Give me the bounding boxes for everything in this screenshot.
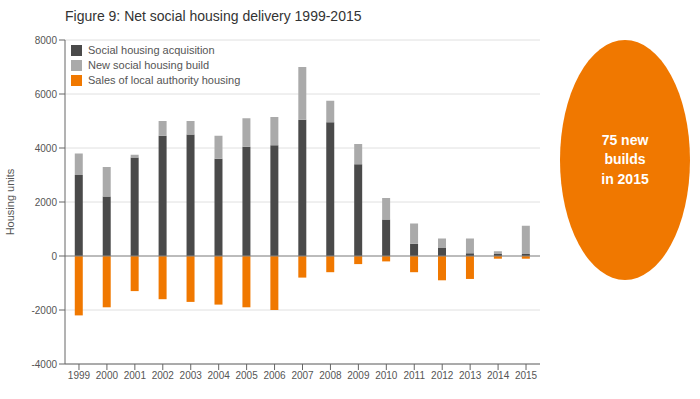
svg-text:2006: 2006 — [263, 370, 286, 381]
svg-text:Housing units: Housing units — [8, 168, 16, 235]
svg-text:4000: 4000 — [35, 143, 58, 154]
html-text:Social housing acquisition: Social housing acquisition — [88, 44, 215, 56]
svg-text:2007: 2007 — [291, 370, 314, 381]
svg-text:0: 0 — [51, 251, 57, 262]
svg-text:2000: 2000 — [35, 197, 58, 208]
svg-text:2005: 2005 — [235, 370, 258, 381]
svg-text:2001: 2001 — [124, 370, 147, 381]
svg-text:-2000: -2000 — [31, 305, 57, 316]
html-text:New social housing build: New social housing build — [88, 59, 210, 71]
svg-text:2013: 2013 — [459, 370, 482, 381]
svg-text:6000: 6000 — [35, 89, 58, 100]
svg-text:2014: 2014 — [487, 370, 510, 381]
svg-text:1999: 1999 — [68, 370, 91, 381]
html-text:Sales of local authority housi: Sales of local authority housing — [88, 74, 241, 86]
svg-text:2011: 2011 — [404, 370, 426, 381]
svg-text:-4000: -4000 — [31, 359, 57, 370]
svg-text:8000: 8000 — [35, 35, 58, 46]
html-text:Figure 9: Net social housing d: Figure 9: Net social housing delivery 19… — [65, 8, 362, 24]
html-text:75 new builds in 2015: 75 new builds in 2015 — [601, 131, 649, 187]
svg-text:2015: 2015 — [515, 370, 538, 381]
svg-text:2004: 2004 — [208, 370, 231, 381]
svg-text:2000: 2000 — [96, 370, 119, 381]
svg-text:2012: 2012 — [431, 370, 454, 381]
svg-text:2003: 2003 — [180, 370, 203, 381]
svg-text:2002: 2002 — [152, 370, 175, 381]
svg-text:2009: 2009 — [347, 370, 370, 381]
svg-text:2008: 2008 — [319, 370, 342, 381]
svg-text:2010: 2010 — [375, 370, 398, 381]
